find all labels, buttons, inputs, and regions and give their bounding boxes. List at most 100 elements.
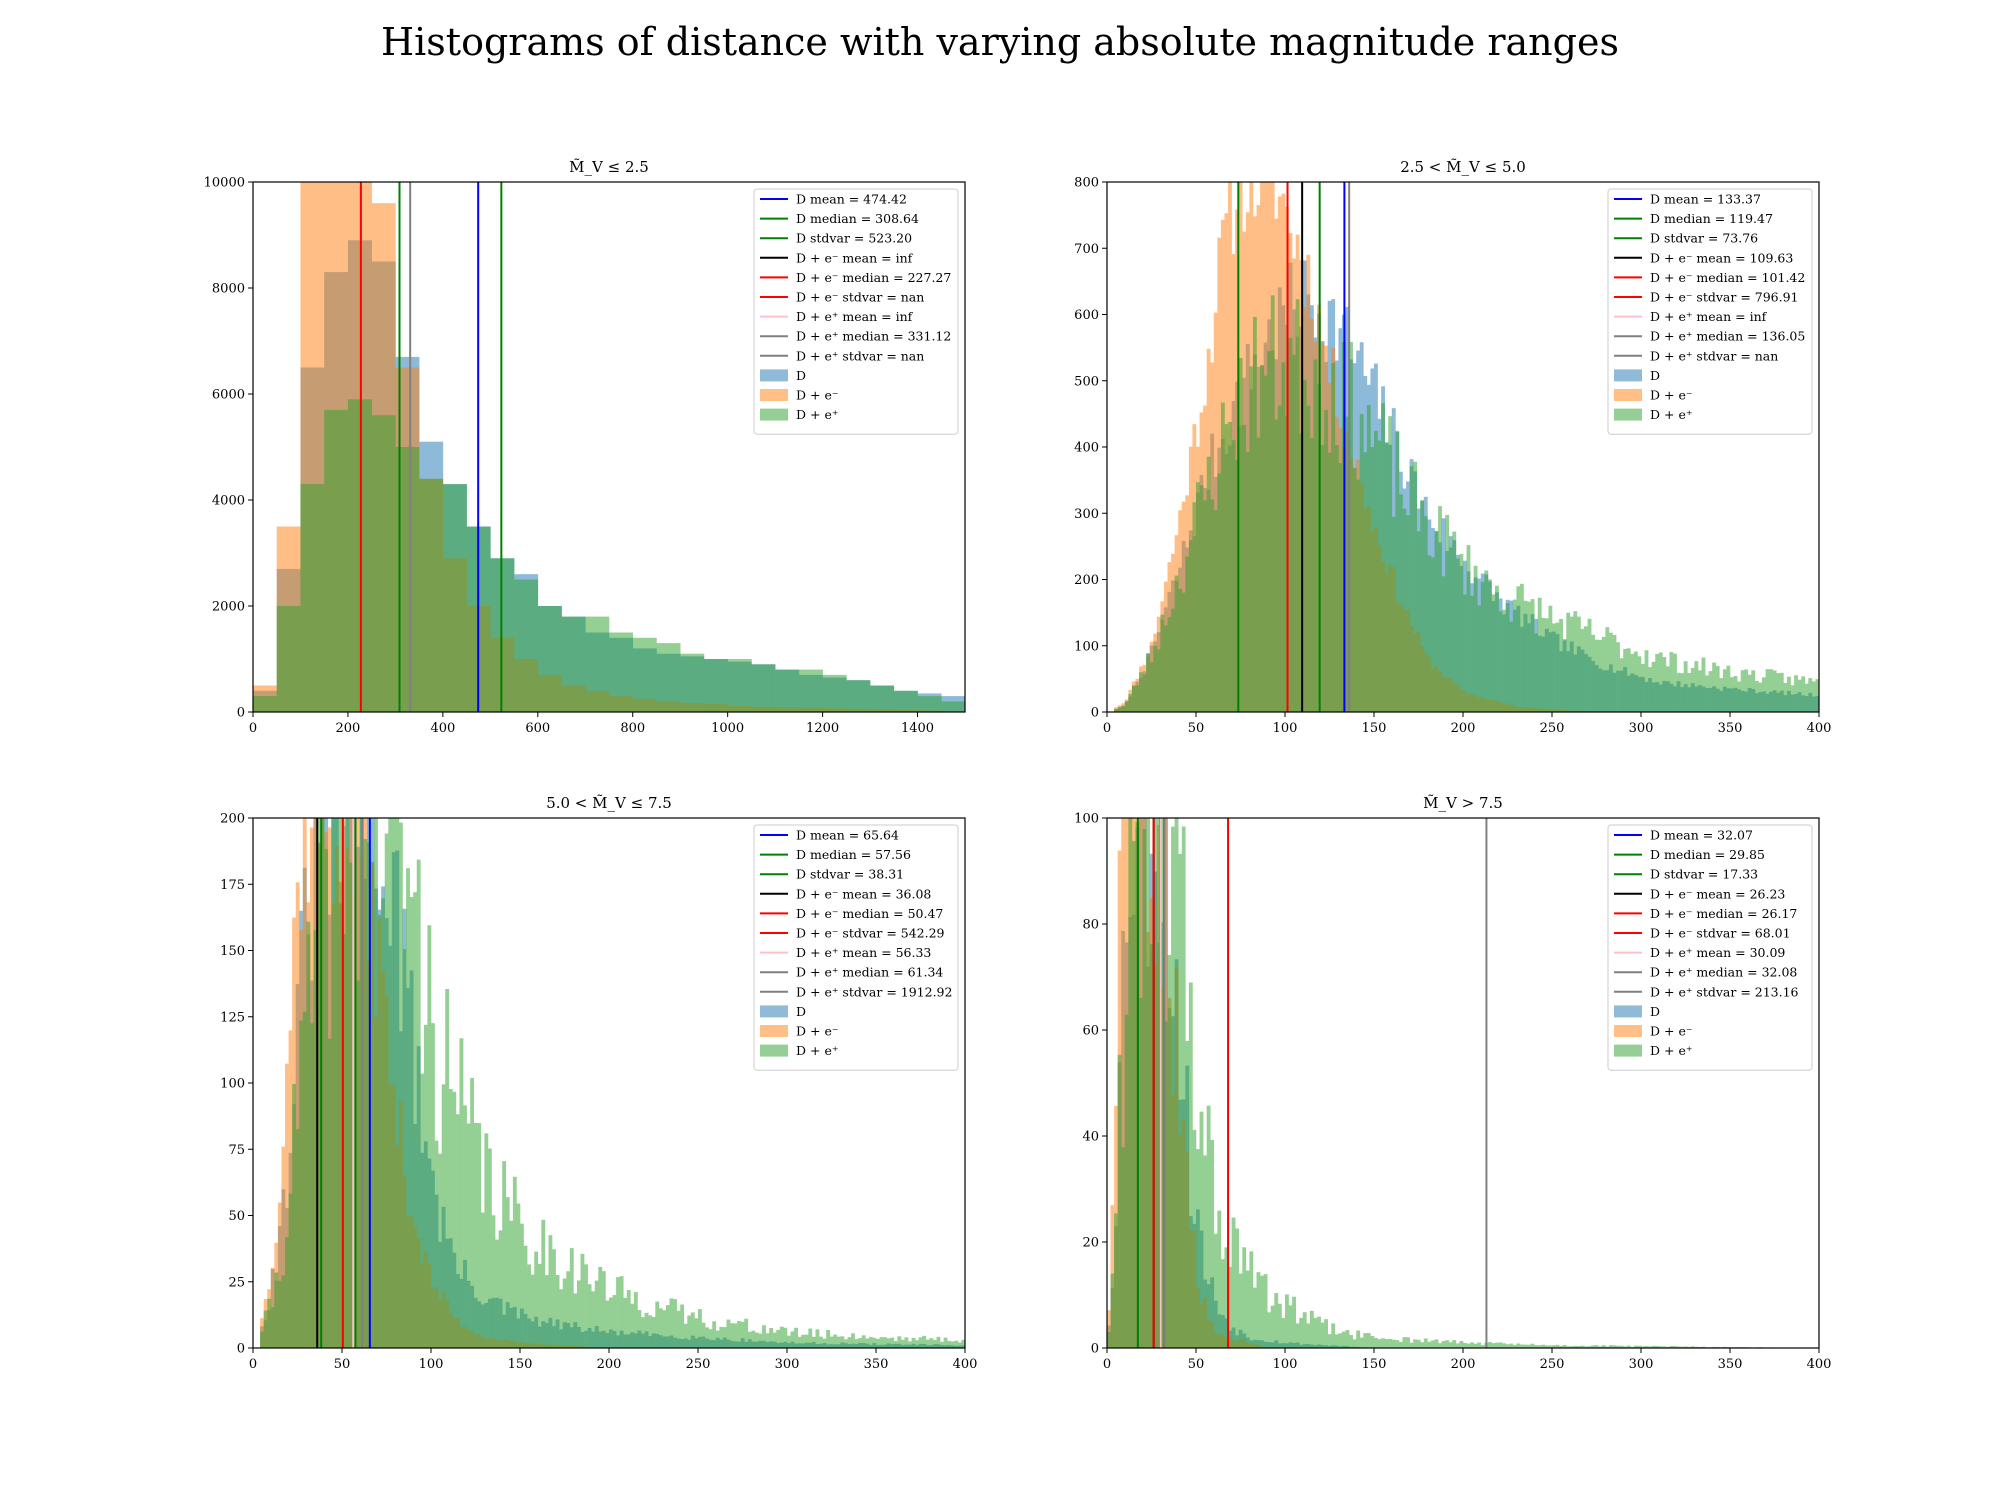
histogram-bar	[416, 859, 421, 1348]
x-tick-label: 350	[1718, 721, 1743, 736]
histogram-bar	[1555, 622, 1560, 712]
histogram-bar	[1452, 531, 1457, 712]
histogram-bar	[1794, 675, 1798, 712]
histogram-bar	[299, 1020, 304, 1348]
histogram-bar	[1363, 452, 1368, 712]
histogram-bar	[950, 1341, 955, 1348]
histogram-bar	[1541, 1344, 1546, 1348]
histogram-bar	[1416, 531, 1421, 712]
histogram-bar	[274, 1272, 279, 1348]
histogram-bar	[1512, 1344, 1517, 1348]
histogram-bar	[775, 669, 800, 712]
subplot-3: 0 50 100 150 200 250 300 350 400 0 25 50 75 100 125 150…	[220, 794, 977, 1372]
y-tick-label: 50	[228, 1209, 245, 1224]
histogram-bar	[851, 1333, 855, 1348]
histogram-bar	[1694, 1346, 1699, 1348]
histogram-bar	[1153, 818, 1158, 1348]
histogram-bar	[441, 1084, 446, 1348]
plot-area	[253, 182, 965, 712]
histogram-bar	[936, 1336, 941, 1348]
histogram-bar	[1701, 657, 1706, 712]
histogram-bar	[879, 1337, 884, 1348]
histogram-bar	[1737, 681, 1741, 712]
histogram-bar	[1587, 1346, 1592, 1348]
x-tick-label: 0	[249, 1357, 257, 1372]
histogram-bar	[1324, 1319, 1329, 1348]
legend-label: D + e⁻ median = 101.42	[1650, 270, 1805, 285]
histogram-bar	[520, 1223, 524, 1348]
histogram-bar	[1349, 1335, 1353, 1348]
histogram-bar	[1420, 500, 1425, 712]
histogram-bar	[1377, 1339, 1382, 1348]
legend-patch	[1614, 389, 1642, 401]
x-tick-label: 350	[864, 1357, 889, 1372]
y-tick-label: 8000	[212, 282, 245, 297]
histogram-bar	[658, 1308, 663, 1348]
histogram-bar	[1203, 500, 1207, 712]
x-tick-label: 400	[953, 1357, 978, 1372]
histogram-bar	[1619, 658, 1624, 712]
x-tick-label: 600	[525, 721, 550, 736]
histogram-bar	[1185, 1040, 1190, 1348]
legend-label: D median = 119.47	[1650, 211, 1773, 226]
y-tick-label: 0	[1091, 1342, 1099, 1357]
histogram-bar	[1131, 841, 1136, 1348]
histogram-bar	[1544, 618, 1549, 712]
histogram-bar	[1783, 683, 1788, 712]
histogram-bar	[302, 1011, 307, 1348]
histogram-bar	[826, 1329, 831, 1348]
histogram-bar	[1388, 1338, 1393, 1348]
histogram-bar	[498, 1230, 503, 1348]
y-tick-label: 60	[1082, 1024, 1099, 1039]
legend-patch	[760, 1005, 788, 1018]
histogram-bar	[1680, 673, 1685, 712]
legend-box	[753, 188, 959, 435]
histogram-bar	[363, 839, 368, 1348]
histogram-bar	[1673, 653, 1677, 712]
histogram-bar	[893, 690, 918, 712]
legend-patch	[1614, 1025, 1642, 1037]
histogram-bar	[1434, 1339, 1439, 1348]
legend-label: D + e⁺ stdvar = nan	[1650, 348, 1778, 363]
histogram-bar	[409, 897, 414, 1348]
histogram-bar	[267, 1298, 272, 1348]
histogram-bar	[815, 1329, 820, 1348]
histogram-bar	[1309, 437, 1314, 712]
x-tick-label: 100	[1273, 1357, 1298, 1372]
legend-patch	[760, 408, 788, 421]
legend-label: D mean = 133.37	[1650, 192, 1761, 207]
histogram-bar	[1576, 616, 1581, 712]
histogram-bar	[427, 925, 432, 1348]
legend-label: D	[796, 1004, 806, 1019]
series-Dp	[260, 818, 965, 1348]
x-tick-label: 400	[1807, 721, 1832, 736]
histogram-bar	[1213, 1233, 1218, 1348]
histogram-bar	[797, 1336, 802, 1348]
histogram-bar	[1534, 633, 1539, 712]
histogram-bar	[1580, 1345, 1585, 1348]
legend-label: D + e⁺	[796, 407, 838, 422]
histogram-bar	[947, 1340, 952, 1348]
histogram-bar	[680, 1304, 685, 1348]
histogram-bar	[370, 861, 375, 1348]
y-tick-label: 6000	[212, 388, 245, 403]
legend-label: D + e⁺ mean = 30.09	[1650, 945, 1785, 960]
histogram-bar	[541, 1219, 546, 1348]
histogram-bar	[502, 1161, 507, 1348]
histogram-bar	[1598, 1346, 1603, 1348]
x-tick-label: 1000	[711, 721, 744, 736]
histogram-bar	[883, 1337, 887, 1348]
histogram-bar	[1377, 440, 1382, 712]
histogram-bar	[1313, 359, 1318, 712]
legend-label: D + e⁻ mean = inf	[796, 250, 914, 265]
histogram-bar	[1178, 853, 1183, 1348]
histogram-bar	[1754, 680, 1759, 712]
histogram-bar	[566, 1271, 571, 1348]
histogram-bar	[1185, 556, 1190, 712]
histogram-bar	[687, 1315, 692, 1348]
histogram-bar	[619, 1276, 624, 1348]
histogram-bar	[701, 1322, 706, 1348]
histogram-bar	[277, 1280, 282, 1348]
histogram-bar	[656, 643, 681, 712]
histogram-bar	[1623, 648, 1628, 712]
